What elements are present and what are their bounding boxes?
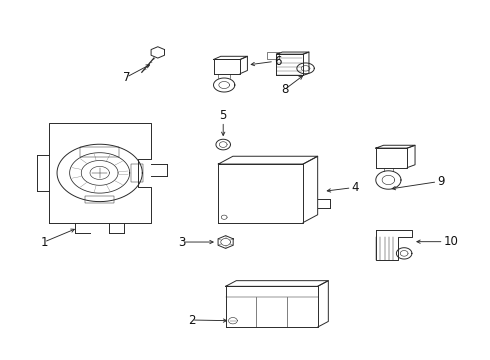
Bar [267,53,279,59]
Text: 7: 7 [122,71,130,84]
Bar [85,196,114,203]
Text: 10: 10 [443,235,459,248]
Text: 9: 9 [437,175,445,188]
Text: 8: 8 [281,83,288,96]
Text: 3: 3 [178,235,186,248]
Text: 5: 5 [220,108,227,122]
Bar [80,147,119,157]
Bar [131,164,143,182]
Text: 1: 1 [40,235,48,248]
Text: 4: 4 [352,181,359,194]
Text: 6: 6 [274,55,282,68]
Text: 2: 2 [188,314,196,327]
